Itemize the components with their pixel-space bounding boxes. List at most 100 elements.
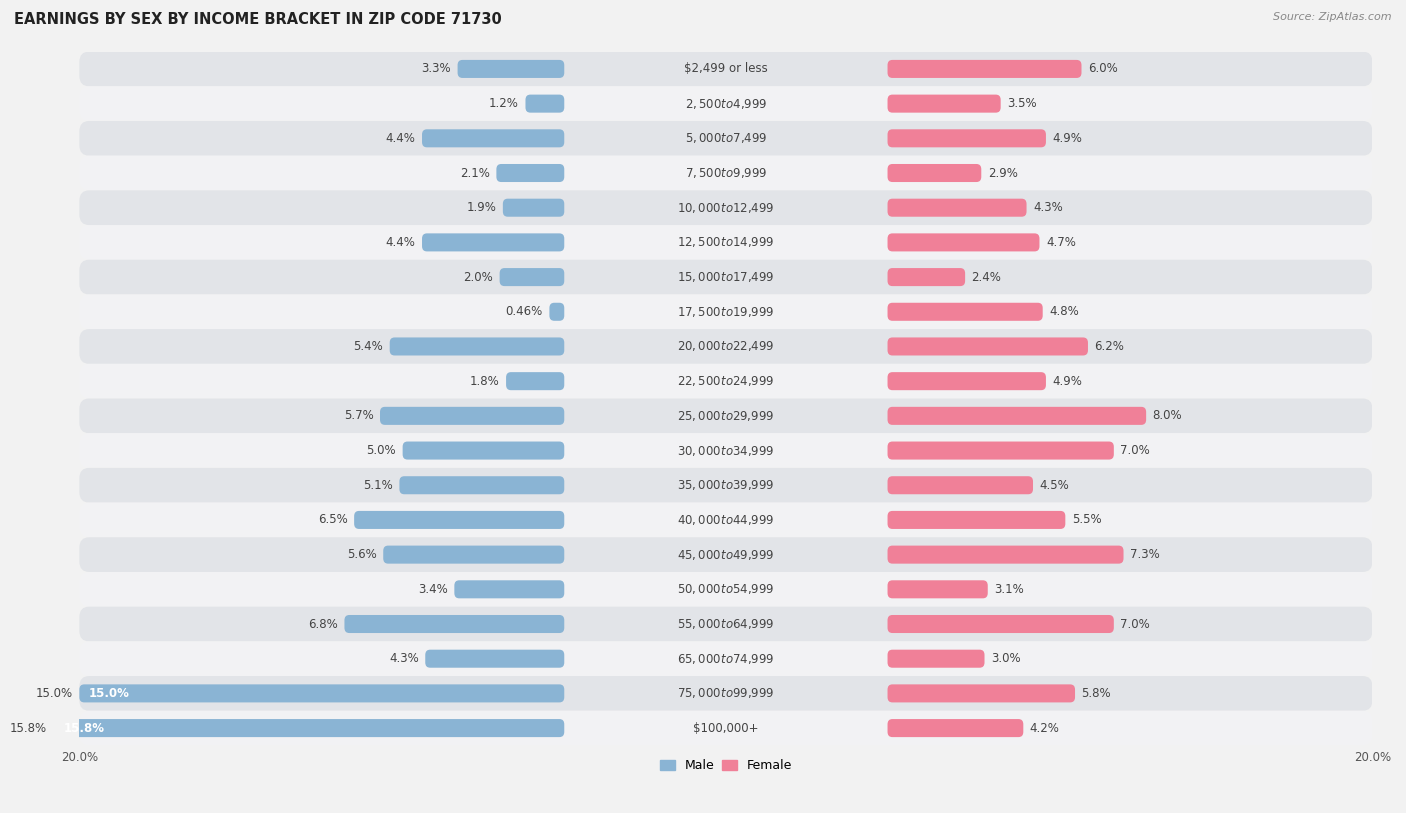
Text: 4.5%: 4.5% [1039,479,1069,492]
FancyBboxPatch shape [79,294,1372,329]
Text: $25,000 to $29,999: $25,000 to $29,999 [678,409,775,423]
Text: $30,000 to $34,999: $30,000 to $34,999 [678,444,775,458]
Text: 4.3%: 4.3% [1033,201,1063,214]
FancyBboxPatch shape [887,233,1039,251]
FancyBboxPatch shape [53,719,564,737]
Text: 6.5%: 6.5% [318,514,347,527]
Text: $10,000 to $12,499: $10,000 to $12,499 [678,201,775,215]
Text: 7.0%: 7.0% [1121,618,1150,631]
FancyBboxPatch shape [79,398,1372,433]
Text: 1.8%: 1.8% [470,375,499,388]
Text: 3.1%: 3.1% [994,583,1024,596]
Text: $2,500 to $4,999: $2,500 to $4,999 [685,97,768,111]
FancyBboxPatch shape [506,372,564,390]
Text: 4.2%: 4.2% [1029,722,1060,735]
Text: 0.46%: 0.46% [506,305,543,318]
Text: 6.0%: 6.0% [1088,63,1118,76]
FancyBboxPatch shape [887,441,1114,459]
Text: 3.4%: 3.4% [418,583,449,596]
FancyBboxPatch shape [887,164,981,182]
FancyBboxPatch shape [79,51,1372,86]
Text: 2.9%: 2.9% [988,167,1018,180]
FancyBboxPatch shape [79,711,1372,746]
Text: 5.6%: 5.6% [347,548,377,561]
FancyBboxPatch shape [422,233,564,251]
FancyBboxPatch shape [887,580,988,598]
FancyBboxPatch shape [79,606,1372,641]
Text: 1.2%: 1.2% [489,97,519,110]
FancyBboxPatch shape [887,94,1001,113]
FancyBboxPatch shape [496,164,564,182]
FancyBboxPatch shape [399,476,564,494]
Text: 3.3%: 3.3% [422,63,451,76]
Text: 5.7%: 5.7% [344,410,374,422]
Text: Source: ZipAtlas.com: Source: ZipAtlas.com [1274,12,1392,22]
Text: $17,500 to $19,999: $17,500 to $19,999 [678,305,775,319]
Text: $5,000 to $7,499: $5,000 to $7,499 [685,132,768,146]
FancyBboxPatch shape [402,441,564,459]
FancyBboxPatch shape [499,268,564,286]
FancyBboxPatch shape [887,268,965,286]
Text: $22,500 to $24,999: $22,500 to $24,999 [678,374,775,388]
Text: $55,000 to $64,999: $55,000 to $64,999 [678,617,775,631]
Text: $75,000 to $99,999: $75,000 to $99,999 [678,686,775,700]
Text: 15.8%: 15.8% [63,722,104,735]
Text: 8.0%: 8.0% [1153,410,1182,422]
FancyBboxPatch shape [887,406,1146,425]
FancyBboxPatch shape [79,155,1372,190]
Text: 4.7%: 4.7% [1046,236,1076,249]
FancyBboxPatch shape [79,121,1372,155]
FancyBboxPatch shape [79,572,1372,606]
FancyBboxPatch shape [887,302,1043,321]
Text: 6.2%: 6.2% [1094,340,1125,353]
FancyBboxPatch shape [422,129,564,147]
FancyBboxPatch shape [79,468,1372,502]
FancyBboxPatch shape [887,685,1076,702]
Text: $100,000+: $100,000+ [693,722,759,735]
Text: 15.8%: 15.8% [10,722,46,735]
Text: 6.8%: 6.8% [308,618,337,631]
FancyBboxPatch shape [344,615,564,633]
Text: $35,000 to $39,999: $35,000 to $39,999 [678,478,775,492]
FancyBboxPatch shape [887,719,1024,737]
FancyBboxPatch shape [887,511,1066,529]
Text: $45,000 to $49,999: $45,000 to $49,999 [678,548,775,562]
FancyBboxPatch shape [887,129,1046,147]
FancyBboxPatch shape [354,511,564,529]
FancyBboxPatch shape [79,190,1372,225]
Text: 2.0%: 2.0% [464,271,494,284]
Text: 4.9%: 4.9% [1053,375,1083,388]
FancyBboxPatch shape [454,580,564,598]
FancyBboxPatch shape [389,337,564,355]
FancyBboxPatch shape [425,650,564,667]
FancyBboxPatch shape [79,676,1372,711]
FancyBboxPatch shape [79,259,1372,294]
FancyBboxPatch shape [79,363,1372,398]
Text: 3.0%: 3.0% [991,652,1021,665]
Text: 5.0%: 5.0% [367,444,396,457]
Text: $20,000 to $22,499: $20,000 to $22,499 [678,340,775,354]
FancyBboxPatch shape [384,546,564,563]
FancyBboxPatch shape [457,60,564,78]
Text: $2,499 or less: $2,499 or less [685,63,768,76]
Text: 5.5%: 5.5% [1071,514,1101,527]
Text: $40,000 to $44,999: $40,000 to $44,999 [678,513,775,527]
FancyBboxPatch shape [887,650,984,667]
FancyBboxPatch shape [79,537,1372,572]
FancyBboxPatch shape [79,685,564,702]
FancyBboxPatch shape [79,433,1372,468]
Text: $12,500 to $14,999: $12,500 to $14,999 [678,236,775,250]
FancyBboxPatch shape [79,641,1372,676]
FancyBboxPatch shape [887,60,1081,78]
Text: 2.1%: 2.1% [460,167,489,180]
Text: 15.0%: 15.0% [35,687,73,700]
Text: 7.0%: 7.0% [1121,444,1150,457]
Text: EARNINGS BY SEX BY INCOME BRACKET IN ZIP CODE 71730: EARNINGS BY SEX BY INCOME BRACKET IN ZIP… [14,12,502,27]
Text: $50,000 to $54,999: $50,000 to $54,999 [678,582,775,596]
FancyBboxPatch shape [887,372,1046,390]
Text: 5.1%: 5.1% [363,479,392,492]
Text: 5.8%: 5.8% [1081,687,1111,700]
Text: $15,000 to $17,499: $15,000 to $17,499 [678,270,775,284]
Text: 5.4%: 5.4% [353,340,384,353]
Text: 7.3%: 7.3% [1130,548,1160,561]
